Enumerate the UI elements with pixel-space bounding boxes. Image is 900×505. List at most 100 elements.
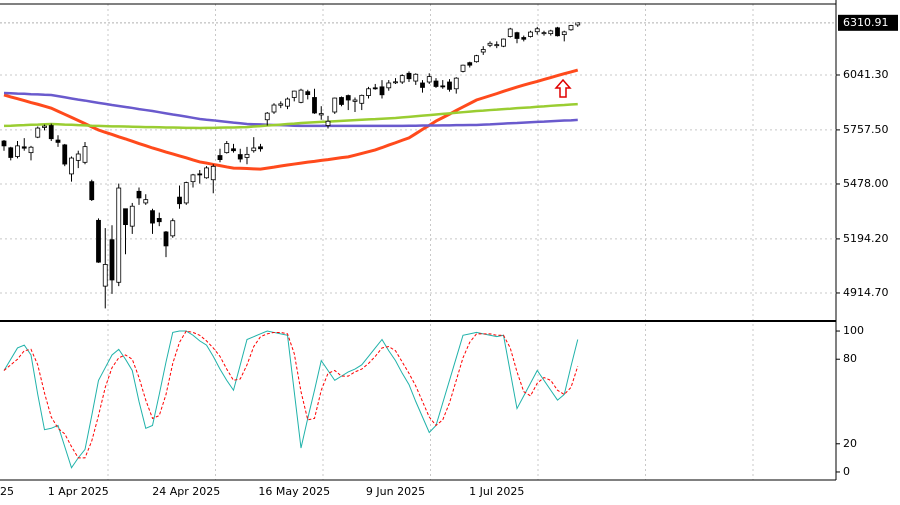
candle-body bbox=[393, 81, 398, 84]
candle-body bbox=[244, 153, 250, 158]
candle-body bbox=[406, 72, 412, 80]
candle-body bbox=[413, 73, 419, 82]
candle-body bbox=[474, 55, 479, 63]
candle-body bbox=[467, 62, 473, 66]
candle-body bbox=[521, 37, 527, 40]
candle-body bbox=[548, 30, 554, 35]
candle-body bbox=[210, 165, 216, 181]
candle-body bbox=[231, 148, 236, 152]
candle-body bbox=[69, 157, 74, 175]
x-tick-label: 1 Jul 2025 bbox=[469, 485, 524, 498]
candle-body bbox=[325, 120, 331, 126]
y-tick-label: 5757.50 bbox=[843, 123, 889, 136]
candle-body bbox=[129, 205, 135, 227]
candle-body bbox=[352, 99, 358, 102]
x-tick-label: 25 bbox=[0, 485, 14, 498]
x-tick-label: 16 May 2025 bbox=[258, 485, 330, 498]
candle-body bbox=[568, 25, 574, 31]
candle-body bbox=[143, 199, 149, 204]
candle-body bbox=[82, 146, 88, 163]
candle-body bbox=[15, 145, 20, 157]
candle-body bbox=[359, 94, 365, 104]
candle-body bbox=[237, 154, 243, 160]
candle-body bbox=[285, 98, 290, 107]
candle-body bbox=[332, 97, 338, 113]
candle-body bbox=[426, 76, 432, 83]
candle-body bbox=[528, 31, 533, 37]
candle-body bbox=[541, 32, 547, 35]
candle-body bbox=[136, 190, 142, 199]
candle-body bbox=[271, 104, 277, 113]
candle-body bbox=[96, 219, 101, 263]
candle-body bbox=[251, 147, 257, 152]
oscillator-line bbox=[3, 330, 579, 459]
x-tick-label: 9 Jun 2025 bbox=[366, 485, 425, 498]
y-tick-label: 100 bbox=[843, 324, 864, 337]
moving-average bbox=[3, 102, 578, 130]
candle-body bbox=[183, 182, 189, 204]
candle-body bbox=[258, 146, 263, 150]
candle-body bbox=[420, 82, 425, 88]
candle-body bbox=[386, 82, 392, 89]
candle-body bbox=[116, 187, 122, 283]
candle-body bbox=[163, 231, 169, 247]
signal-arrow bbox=[554, 78, 572, 98]
candle-body bbox=[555, 27, 560, 37]
candle-body bbox=[150, 210, 155, 224]
candle-body bbox=[75, 153, 81, 161]
candle-body bbox=[217, 155, 223, 160]
candle-body bbox=[433, 80, 439, 87]
candle-body bbox=[514, 32, 520, 39]
y-tick-label: 80 bbox=[843, 352, 857, 365]
candle-body bbox=[48, 125, 54, 140]
candle-body bbox=[447, 81, 452, 90]
candle-body bbox=[534, 28, 540, 33]
candle-body bbox=[453, 77, 459, 90]
candle-body bbox=[8, 147, 14, 158]
candle-body bbox=[156, 218, 162, 223]
y-tick-label: 0 bbox=[843, 465, 850, 478]
candle-body bbox=[312, 97, 317, 114]
candle-body bbox=[42, 125, 47, 128]
last-price-label: 6310.91 bbox=[843, 16, 889, 29]
y-tick-label: 6041.30 bbox=[843, 68, 889, 81]
candle-body bbox=[55, 139, 61, 143]
candle-body bbox=[460, 64, 466, 72]
candle-body bbox=[305, 91, 311, 95]
y-tick-label: 5194.20 bbox=[843, 232, 889, 245]
candle-body bbox=[102, 264, 108, 287]
candle-body bbox=[62, 144, 68, 165]
candle-body bbox=[109, 239, 115, 281]
candle-body bbox=[204, 167, 209, 179]
candle-body bbox=[298, 89, 304, 103]
candle-body bbox=[197, 173, 203, 176]
y-tick-label: 4914.70 bbox=[843, 286, 889, 299]
candle-body bbox=[339, 97, 344, 105]
candle-body bbox=[440, 85, 446, 88]
candle-body bbox=[28, 146, 34, 154]
x-tick-label: 1 Apr 2025 bbox=[48, 485, 109, 498]
candle-body bbox=[501, 38, 506, 47]
moving-average bbox=[3, 91, 578, 128]
candle-body bbox=[379, 86, 385, 96]
candle-body bbox=[21, 146, 27, 149]
candle-body bbox=[291, 90, 297, 98]
x-tick-label: 24 Apr 2025 bbox=[152, 485, 220, 498]
candle-body bbox=[399, 75, 405, 83]
last-price-box bbox=[838, 14, 898, 31]
candle-body bbox=[1, 140, 7, 147]
y-tick-label: 5478.00 bbox=[843, 177, 889, 190]
candle-body bbox=[264, 112, 270, 121]
candle-body bbox=[345, 95, 351, 101]
candle-body bbox=[177, 196, 182, 205]
candle-body bbox=[561, 31, 567, 36]
candle-body bbox=[480, 49, 486, 53]
candle-body bbox=[494, 44, 500, 47]
candle-body bbox=[318, 113, 324, 116]
oscillator-line bbox=[3, 330, 579, 469]
y-tick-label: 20 bbox=[843, 437, 857, 450]
candle-body bbox=[366, 88, 371, 96]
vertical-grid bbox=[107, 4, 754, 480]
